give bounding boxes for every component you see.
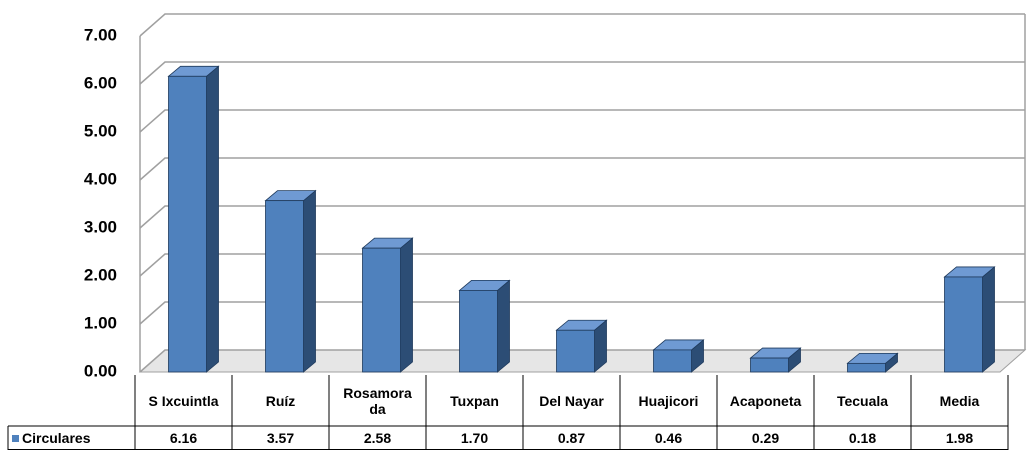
category-label: Del Nayar [523,375,620,426]
bar-front [944,276,983,373]
value-label: 6.16 [135,426,232,450]
bar-front [168,75,207,373]
category-label-text: Acaponeta [729,392,802,409]
category-label: Huajicori [620,375,717,426]
value-label: 0.46 [620,426,717,450]
legend-swatch [12,434,19,442]
bar-side [982,266,995,373]
value-label-text: 3.57 [266,430,295,446]
category-label: Tuxpan [426,375,523,426]
y-tick-label: 7.00 [84,25,117,44]
value-label-text: 0.29 [751,430,780,446]
grid-line [139,157,1025,181]
bar-front [653,349,692,373]
category-label-text: S Ixcuintla [148,392,219,409]
legend-label: Circulares [22,430,91,446]
value-label-text: 0.18 [848,430,877,446]
value-label-text: 1.70 [460,430,489,446]
value-label-text: 2.58 [363,430,392,446]
value-label-text: 6.16 [169,430,198,446]
bar-side [303,189,316,373]
bar-front [265,200,304,373]
value-label: 1.70 [426,426,523,450]
category-label-text: Huajicori [638,392,699,409]
value-label: 0.29 [717,426,814,450]
bar-side [206,65,219,373]
category-label-text: Del Nayar [539,392,604,409]
grid-line [139,205,1025,229]
category-label-text: Tecuala [836,392,889,409]
bar-side [400,237,413,373]
grid-line [139,109,1025,133]
grid-line [139,13,1025,37]
bar-side [497,279,510,373]
y-tick-label: 4.00 [84,169,117,188]
category-label-text: Media [939,392,980,409]
bar [167,65,220,373]
bar [846,352,899,373]
bar [555,319,608,373]
value-label-text: 0.46 [654,430,683,446]
bar-front [847,362,886,373]
grid-line [139,253,1025,277]
value-label-text: 1.98 [945,430,974,446]
grid-line [139,301,1025,325]
bar [943,266,996,373]
category-label: S Ixcuintla [135,375,232,426]
value-label: 1.98 [911,426,1008,450]
bar [361,237,414,373]
category-label: Ruíz [232,375,329,426]
bar [652,339,705,373]
value-label: 3.57 [232,426,329,450]
category-label: Rosamorada [329,375,426,426]
category-label: Tecuala [814,375,911,426]
value-label-text: 0.87 [557,430,586,446]
bar [458,279,511,373]
bar-front [750,357,789,373]
y-tick-label: 1.00 [84,313,117,332]
y-tick-label: 2.00 [84,265,117,284]
bar-front [556,329,595,373]
bar-front [362,247,401,373]
value-label: 0.18 [814,426,911,450]
bar [264,189,317,373]
value-label: 0.87 [523,426,620,450]
y-tick-label: 3.00 [84,217,117,236]
y-tick-label: 0.00 [84,361,117,380]
category-label: Media [911,375,1008,426]
grid-line [139,61,1025,85]
grid-line [139,349,1025,373]
category-label-text: Rosamorada [343,384,412,417]
y-tick-label: 6.00 [84,73,117,92]
bar-front [459,289,498,373]
value-label: 2.58 [329,426,426,450]
category-label: Acaponeta [717,375,814,426]
bar [749,347,802,373]
y-tick-label: 5.00 [84,121,117,140]
legend-entry: Circulares [8,426,135,450]
category-label-text: Ruíz [265,392,296,409]
category-label-text: Tuxpan [450,392,499,409]
